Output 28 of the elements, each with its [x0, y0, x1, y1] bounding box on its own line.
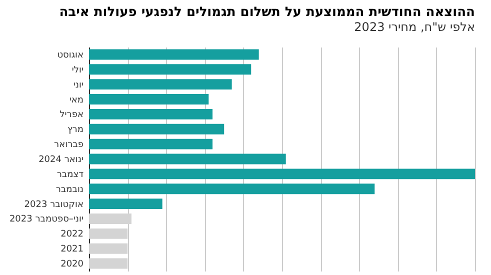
- y-tick-label: דצמבר: [56, 170, 84, 180]
- y-tick-label: אוגוסט: [57, 50, 84, 60]
- bar: [89, 64, 252, 75]
- y-tick-label: מרץ: [67, 125, 84, 136]
- y-tick-label: יוני: [73, 80, 84, 90]
- y-tick-label: יוני–ספטמבר 2023: [9, 214, 84, 225]
- bar: [89, 108, 213, 120]
- chart-title: ההוצאה החודשית הממוצעת על תשלום תגמולים לנפגעי פעולות איבה: [59, 5, 475, 20]
- y-tick-label: מאי: [69, 95, 84, 106]
- y-tick-label: 2020: [60, 260, 84, 270]
- bar: [89, 94, 209, 104]
- bar: [89, 168, 475, 180]
- bar: [89, 49, 259, 60]
- y-tick-label: נובמבר: [56, 184, 84, 195]
- y-tick-label: אוקטובר 2023: [24, 200, 84, 210]
- y-tick-label: פברואר: [54, 140, 84, 150]
- chart-subtitle: אלפי ש"ח, מחירי 2023: [354, 20, 475, 34]
- y-tick-label: 2021: [60, 244, 84, 255]
- bar: [89, 184, 375, 194]
- bar: [89, 138, 213, 150]
- bar: [89, 154, 286, 164]
- y-tick-label: אפריל: [60, 110, 84, 120]
- y-tick-label: יולי: [72, 65, 84, 76]
- y-tick-label: 2022: [60, 230, 84, 240]
- y-tick-label: ינואר 2024: [38, 155, 84, 165]
- bar: [89, 79, 232, 90]
- bar: [89, 198, 162, 210]
- bar: [89, 124, 224, 134]
